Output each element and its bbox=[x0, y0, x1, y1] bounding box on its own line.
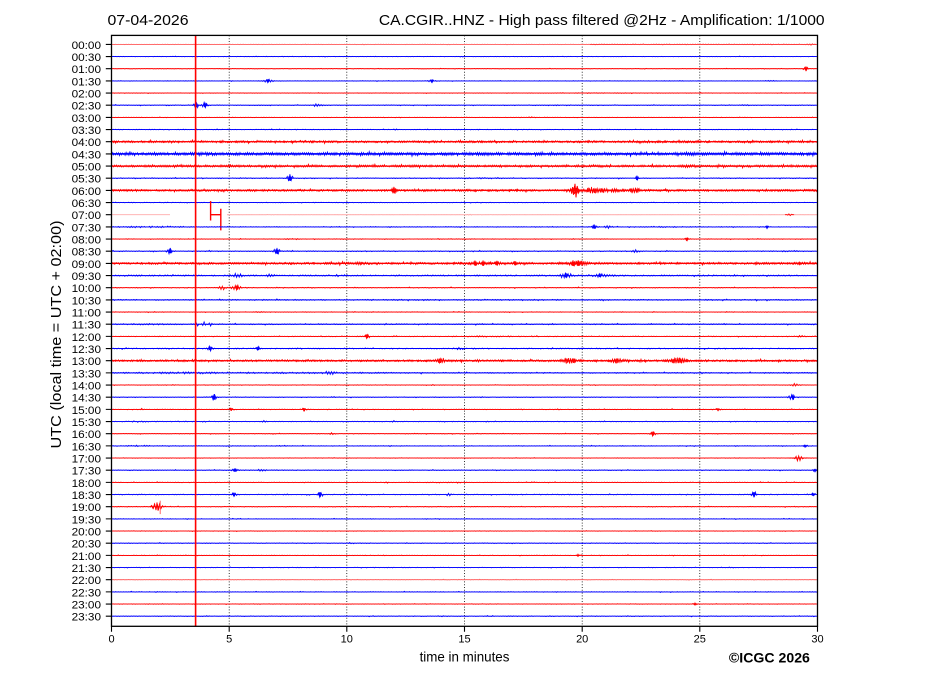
svg-text:15:00: 15:00 bbox=[72, 405, 101, 417]
svg-text:10:00: 10:00 bbox=[72, 283, 101, 295]
svg-text:21:30: 21:30 bbox=[72, 563, 101, 575]
svg-text:11:30: 11:30 bbox=[72, 320, 101, 332]
svg-text:20:30: 20:30 bbox=[72, 539, 101, 551]
svg-text:03:30: 03:30 bbox=[72, 125, 101, 137]
svg-text:00:30: 00:30 bbox=[72, 52, 101, 64]
svg-text:0: 0 bbox=[108, 634, 114, 646]
svg-text:10: 10 bbox=[341, 634, 353, 646]
svg-text:21:00: 21:00 bbox=[72, 551, 101, 563]
svg-text:04:00: 04:00 bbox=[72, 137, 101, 149]
svg-text:07-04-2026: 07-04-2026 bbox=[108, 13, 189, 29]
svg-text:11:00: 11:00 bbox=[72, 307, 101, 319]
svg-text:30: 30 bbox=[811, 634, 823, 646]
svg-text:18:00: 18:00 bbox=[72, 478, 101, 490]
svg-text:23:00: 23:00 bbox=[72, 599, 101, 611]
svg-text:10:30: 10:30 bbox=[72, 295, 101, 307]
svg-text:02:30: 02:30 bbox=[72, 101, 101, 113]
svg-text:UTC (local time = UTC + 02:00): UTC (local time = UTC + 02:00) bbox=[49, 221, 65, 449]
svg-text:12:30: 12:30 bbox=[72, 344, 101, 356]
svg-text:17:30: 17:30 bbox=[72, 466, 101, 478]
svg-text:14:30: 14:30 bbox=[72, 393, 101, 405]
svg-text:19:30: 19:30 bbox=[72, 514, 101, 526]
svg-text:17:00: 17:00 bbox=[72, 453, 101, 465]
svg-text:07:30: 07:30 bbox=[72, 222, 101, 234]
svg-text:©ICGC 2026: ©ICGC 2026 bbox=[729, 650, 811, 665]
svg-text:13:30: 13:30 bbox=[72, 368, 101, 380]
svg-text:01:30: 01:30 bbox=[72, 76, 101, 88]
svg-text:15:30: 15:30 bbox=[72, 417, 101, 429]
svg-text:22:30: 22:30 bbox=[72, 587, 101, 599]
svg-text:18:30: 18:30 bbox=[72, 490, 101, 502]
svg-text:06:00: 06:00 bbox=[72, 186, 101, 198]
svg-text:16:00: 16:00 bbox=[72, 429, 101, 441]
svg-text:08:30: 08:30 bbox=[72, 247, 101, 259]
svg-text:09:30: 09:30 bbox=[72, 271, 101, 283]
svg-text:09:00: 09:00 bbox=[72, 259, 101, 271]
svg-text:15: 15 bbox=[458, 634, 470, 646]
svg-text:5: 5 bbox=[226, 634, 232, 646]
svg-text:12:00: 12:00 bbox=[72, 332, 101, 344]
svg-text:14:00: 14:00 bbox=[72, 380, 101, 392]
svg-text:05:30: 05:30 bbox=[72, 174, 101, 186]
svg-text:01:00: 01:00 bbox=[72, 64, 101, 76]
svg-text:00:00: 00:00 bbox=[72, 40, 101, 52]
svg-text:02:00: 02:00 bbox=[72, 88, 101, 100]
svg-text:06:30: 06:30 bbox=[72, 198, 101, 210]
svg-text:08:00: 08:00 bbox=[72, 234, 101, 246]
svg-text:20:00: 20:00 bbox=[72, 526, 101, 538]
svg-text:time in minutes: time in minutes bbox=[420, 650, 510, 665]
svg-text:20: 20 bbox=[576, 634, 588, 646]
svg-text:13:00: 13:00 bbox=[72, 356, 101, 368]
svg-text:03:00: 03:00 bbox=[72, 113, 101, 125]
svg-text:05:00: 05:00 bbox=[72, 161, 101, 173]
svg-text:25: 25 bbox=[694, 634, 706, 646]
svg-text:22:00: 22:00 bbox=[72, 575, 101, 587]
svg-text:19:00: 19:00 bbox=[72, 502, 101, 514]
svg-text:16:30: 16:30 bbox=[72, 441, 101, 453]
svg-text:07:00: 07:00 bbox=[72, 210, 101, 222]
svg-text:23:30: 23:30 bbox=[72, 612, 101, 624]
svg-text:CA.CGIR..HNZ - High pass filte: CA.CGIR..HNZ - High pass filtered @2Hz -… bbox=[379, 13, 825, 29]
svg-text:04:30: 04:30 bbox=[72, 149, 101, 161]
